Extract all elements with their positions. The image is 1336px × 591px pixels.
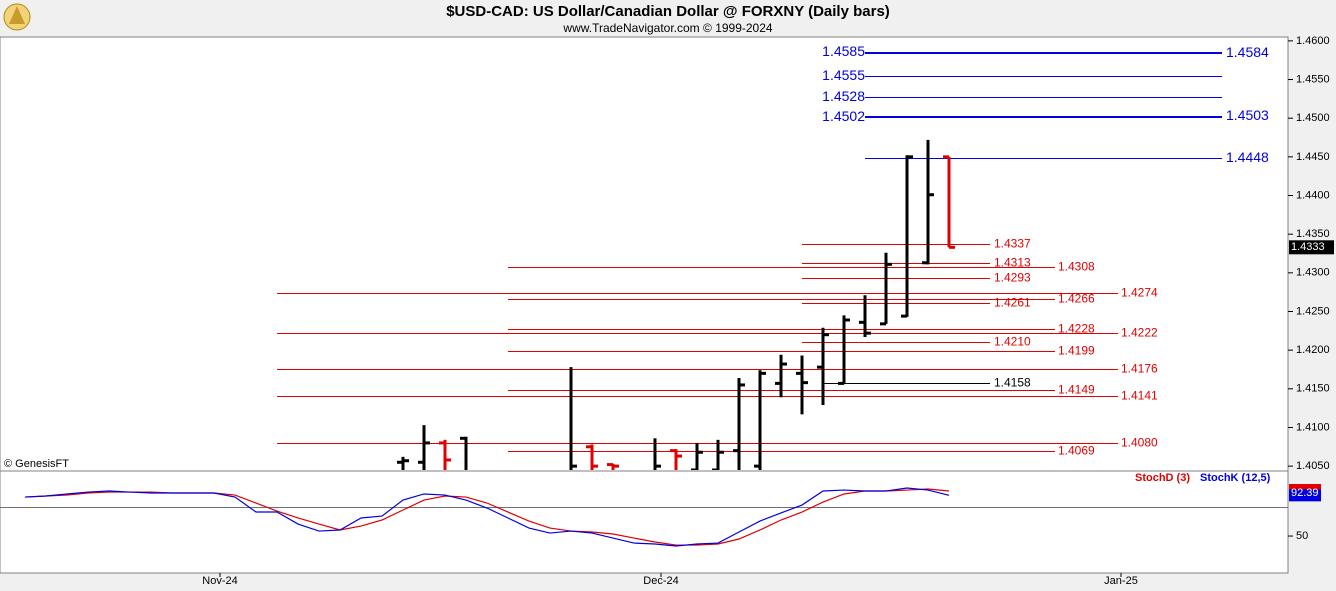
y-tick-label: 1.4600: [1296, 35, 1330, 47]
level-label: 1.4266: [1058, 292, 1095, 306]
level-label: 1.4261: [994, 296, 1031, 310]
level-label: 1.4502: [822, 108, 865, 124]
chart-subtitle: www.TradeNavigator.com © 1999-2024: [562, 21, 772, 35]
level-label: 1.4293: [994, 271, 1031, 285]
indicator-lines: [24, 487, 950, 547]
level-label: 1.4584: [1226, 44, 1269, 60]
y-tick-label: 1.4150: [1296, 383, 1330, 395]
y-tick-label: 1.4100: [1296, 421, 1330, 433]
x-tick-label: Dec-24: [643, 575, 678, 587]
level-label: 1.4337: [994, 237, 1031, 251]
level-label: 1.4228: [1058, 322, 1095, 336]
y-tick-label: 1.4200: [1296, 344, 1330, 356]
level-label: 1.4141: [1121, 389, 1158, 403]
level-label: 1.4528: [822, 88, 865, 104]
bars: [397, 139, 955, 470]
x-tick-label: Jan-25: [1104, 575, 1138, 587]
y-tick-label: 1.4500: [1296, 112, 1330, 124]
level-label: 1.4448: [1226, 149, 1269, 165]
y-tick-label: 50: [1296, 530, 1308, 542]
level-label: 1.4313: [994, 256, 1031, 270]
last-price-label: 1.4333: [1291, 241, 1325, 253]
chart-title: $USD-CAD: US Dollar/Canadian Dollar @ FO…: [446, 3, 890, 20]
legend-entry: StochD (3): [1135, 472, 1190, 484]
level-label: 1.4274: [1121, 286, 1158, 300]
level-label: 1.4149: [1058, 383, 1095, 397]
level-label: 1.4585: [822, 43, 865, 59]
level-label: 1.4069: [1058, 444, 1095, 458]
level-label: 1.4210: [994, 335, 1031, 349]
level-label: 1.4222: [1121, 326, 1158, 340]
copyright: © GenesisFT: [4, 458, 69, 470]
level-label: 1.4308: [1058, 260, 1095, 274]
y-tick-label: 1.4350: [1296, 228, 1330, 240]
y-tick-label: 1.4250: [1296, 305, 1330, 317]
logo: [3, 3, 31, 31]
y-tick-label: 1.4550: [1296, 73, 1330, 85]
level-label: 1.4555: [822, 67, 865, 83]
level-label: 1.4503: [1226, 107, 1269, 123]
level-label: 1.4199: [1058, 344, 1095, 358]
y-tick-label: 1.4050: [1296, 460, 1330, 472]
level-label: 1.4158: [994, 376, 1031, 390]
last-value-box: [1289, 489, 1321, 502]
y-tick-label: 1.4400: [1296, 189, 1330, 201]
plot-area: [0, 36, 1289, 574]
level-label: 1.4176: [1121, 362, 1158, 376]
x-tick-label: Nov-24: [202, 575, 237, 587]
y-tick-label: 1.4450: [1296, 151, 1330, 163]
legend-entry: StochK (12,5): [1200, 472, 1271, 484]
y-tick-label: 1.4300: [1296, 267, 1330, 279]
last-value-label: 92.39: [1291, 487, 1319, 499]
last-value-box: [1289, 484, 1321, 492]
stoch-line: [24, 487, 950, 547]
last-price-box: [1289, 240, 1334, 255]
level-label: 1.4080: [1121, 436, 1158, 450]
